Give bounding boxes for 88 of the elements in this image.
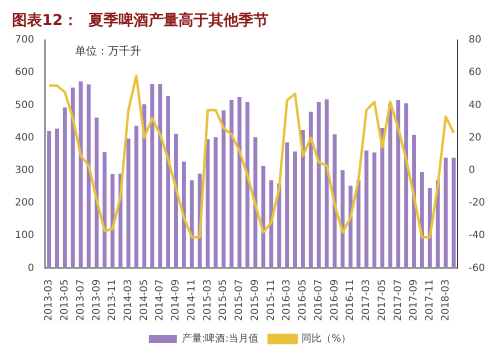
bar	[253, 137, 258, 268]
bar	[396, 100, 400, 268]
bar	[380, 128, 384, 268]
bar	[182, 162, 186, 268]
y-tick-label: 200	[14, 198, 34, 209]
bar	[388, 103, 392, 268]
bar	[94, 118, 99, 268]
x-tick-label: 2013-03	[44, 279, 55, 322]
bar	[372, 152, 376, 268]
x-tick-label: 2015-11	[266, 279, 277, 322]
x-tick-label: 2013-07	[75, 279, 86, 322]
bar	[134, 126, 138, 268]
bar	[222, 110, 226, 268]
x-tick-label: 2014-11	[186, 279, 198, 322]
x-tick-label: 2016-03	[282, 279, 293, 322]
bar	[412, 134, 416, 268]
bar	[47, 130, 52, 268]
bar	[420, 172, 424, 268]
x-tick-label: 2014-07	[154, 279, 166, 322]
bar	[285, 142, 290, 268]
x-tick-label: 2014-09	[170, 279, 182, 322]
bar	[126, 138, 130, 268]
x-tick-label: 2016-11	[345, 279, 356, 322]
bar	[110, 174, 115, 268]
bar	[230, 100, 234, 268]
x-tick-label: 2014-03	[122, 279, 134, 322]
bar	[293, 152, 297, 268]
bar	[78, 81, 83, 268]
bar	[158, 84, 162, 268]
bar	[190, 180, 194, 268]
x-tick-label: 2017-05	[376, 279, 388, 322]
y-tick-label: 700	[14, 34, 34, 46]
x-tick-label: 2013-05	[60, 279, 71, 322]
bar	[404, 103, 408, 268]
x-tick-label: 2016-09	[329, 279, 340, 322]
bar	[55, 128, 59, 268]
bar	[364, 150, 368, 268]
x-tick-label: 2018-03	[440, 279, 452, 322]
y2-tick-label: -60	[468, 262, 486, 274]
y2-tick-label: 60	[468, 67, 482, 78]
bar	[269, 180, 274, 268]
bar	[356, 180, 360, 268]
bar	[261, 166, 266, 268]
y2-tick-label: 20	[468, 132, 482, 144]
bar	[70, 88, 75, 268]
bar	[308, 112, 313, 268]
bar	[316, 102, 321, 268]
y-tick-label: 100	[14, 230, 34, 242]
y2-tick-label: 0	[468, 165, 476, 176]
x-tick-label: 2015-07	[234, 279, 246, 322]
y2-tick-label: -20	[468, 198, 486, 209]
y-tick-label: 300	[14, 165, 34, 176]
bar	[245, 102, 250, 268]
bar	[214, 137, 218, 268]
bar	[332, 134, 337, 268]
y-tick-label: 400	[14, 132, 34, 144]
bar	[237, 97, 242, 268]
bar	[174, 134, 178, 268]
x-tick-label: 2013-11	[107, 279, 118, 322]
x-tick-label: 2013-09	[91, 279, 102, 322]
x-tick-label: 2017-11	[424, 279, 436, 322]
x-tick-label: 2016-07	[313, 279, 324, 322]
bar	[300, 130, 305, 268]
bar	[62, 107, 67, 268]
legend-label: 同比（%）	[302, 332, 352, 345]
bar	[452, 158, 456, 268]
y2-tick-label: -40	[468, 230, 486, 242]
bar	[340, 170, 345, 268]
y-tick-label: 600	[14, 67, 34, 78]
y-tick-label: 0	[28, 262, 34, 274]
x-tick-label: 2017-09	[408, 279, 420, 322]
y-tick-label: 500	[14, 100, 34, 111]
x-tick-label: 2017-03	[361, 279, 372, 322]
x-tick-label: 2016-05	[298, 279, 309, 322]
chart-title: 图表12： 夏季啤酒产量高于其他季节	[12, 10, 268, 29]
bar	[150, 84, 154, 268]
annotation: 单位：万千升	[75, 44, 142, 58]
bar	[102, 152, 107, 268]
bar	[86, 84, 91, 268]
x-tick-label: 2017-07	[392, 279, 404, 322]
x-tick-label: 2015-05	[218, 279, 230, 322]
x-tick-label: 2015-03	[202, 279, 214, 322]
y2-tick-label: 80	[468, 34, 482, 46]
x-tick-label: 2014-05	[138, 279, 150, 322]
y2-tick-label: 40	[468, 100, 482, 111]
x-tick-label: 2015-09	[250, 279, 261, 322]
bar	[166, 96, 170, 268]
legend-label: 产量:啤酒:当月值	[182, 332, 259, 345]
